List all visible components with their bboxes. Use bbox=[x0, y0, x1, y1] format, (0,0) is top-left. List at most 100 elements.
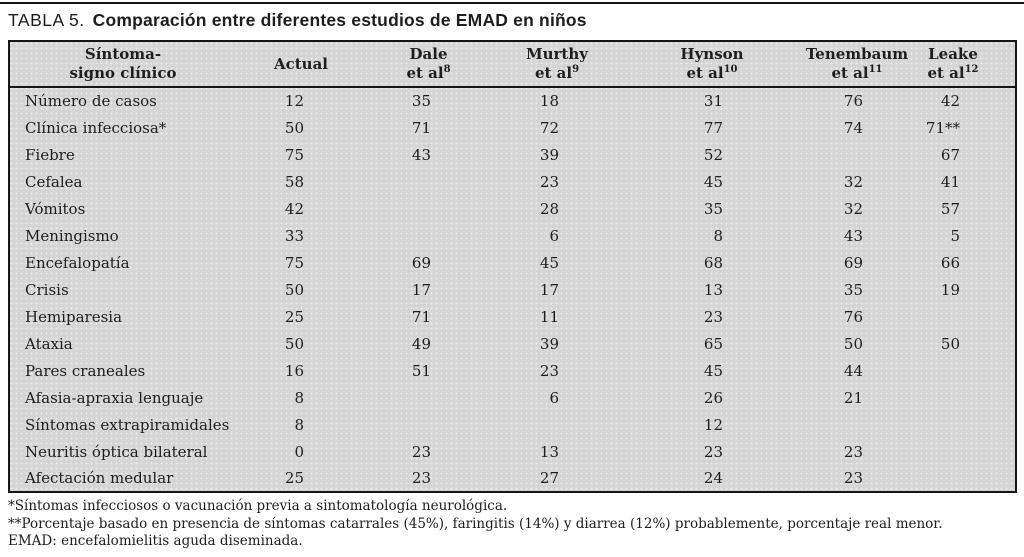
cell-value: 23 bbox=[843, 442, 863, 461]
table-row: Hemiparesia 25 71 11 23 76 bbox=[9, 303, 1016, 330]
cell-value: 42 bbox=[284, 199, 304, 218]
cell-value: 76 bbox=[843, 307, 863, 326]
cell-value: 26 bbox=[703, 388, 723, 407]
cell-value bbox=[491, 411, 623, 438]
cell-value bbox=[801, 411, 913, 438]
cell-value bbox=[366, 411, 491, 438]
cell-value bbox=[913, 465, 1016, 492]
table-row: Neuritis óptica bilateral 0 23 13 23 23 bbox=[9, 438, 1016, 465]
cell-value: 31 bbox=[703, 92, 723, 110]
cell-value bbox=[913, 384, 1016, 411]
cell-value: 77 bbox=[703, 118, 723, 137]
cell-value: 19 bbox=[940, 280, 960, 299]
cell-value: 27 bbox=[539, 469, 559, 487]
cell-value: 67 bbox=[940, 145, 960, 164]
cell-value: 39 bbox=[539, 334, 559, 353]
column-header-actual: Actual bbox=[236, 41, 366, 88]
cell-value: 75 bbox=[284, 145, 304, 164]
cell-value: 43 bbox=[411, 145, 431, 164]
cell-value bbox=[366, 195, 491, 222]
cell-value: 24 bbox=[703, 469, 723, 487]
table-row: Encefalopatía 75 69 45 68 69 66 bbox=[9, 249, 1016, 276]
cell-value: 69 bbox=[411, 253, 431, 272]
table-number-label: TABLA 5. bbox=[8, 10, 85, 30]
emad-comparison-table: Síntoma-signo clínico Actual Dale et al8 Mur… bbox=[8, 40, 1017, 493]
footnotes: *Síntomas infecciosos o vacunación previ… bbox=[8, 498, 1016, 551]
cell-value: 25 bbox=[284, 307, 304, 326]
cell-value: 69 bbox=[843, 253, 863, 272]
cell-value: 5 bbox=[950, 226, 960, 245]
row-label: Cefalea bbox=[25, 172, 83, 191]
cell-value: 39 bbox=[539, 145, 559, 164]
cell-value bbox=[366, 222, 491, 249]
row-label: Encefalopatía bbox=[25, 253, 130, 272]
cell-value: 42 bbox=[940, 92, 960, 110]
cell-value: 72 bbox=[539, 118, 559, 137]
cell-value: 49 bbox=[411, 334, 431, 353]
cell-value: 45 bbox=[703, 361, 723, 380]
cell-value: 32 bbox=[843, 172, 863, 191]
table-row: Clínica infecciosa* 50 71 72 77 74 71** bbox=[9, 114, 1016, 141]
cell-value bbox=[913, 357, 1016, 384]
cell-value: 44 bbox=[843, 361, 863, 380]
cell-value: 6 bbox=[549, 388, 559, 407]
table-row: Afectación medular 25 23 27 24 23 bbox=[9, 465, 1016, 492]
cell-value: 0 bbox=[294, 442, 304, 461]
cell-value: 65 bbox=[703, 334, 723, 353]
cell-value: 21 bbox=[843, 388, 863, 407]
footnote-double-asterisk: **Porcentaje basado en presencia de sínt… bbox=[8, 515, 943, 532]
cell-value: 32 bbox=[843, 199, 863, 218]
footnote-asterisk: *Síntomas infecciosos o vacunación previ… bbox=[8, 498, 508, 514]
cell-value: 68 bbox=[703, 253, 723, 272]
row-label: Vómitos bbox=[25, 199, 86, 218]
table-row: Fiebre 75 43 39 52 67 bbox=[9, 141, 1016, 168]
cell-value: 12 bbox=[284, 92, 304, 110]
cell-value: 23 bbox=[539, 361, 559, 380]
cell-value: 76 bbox=[843, 92, 863, 110]
cell-value: 23 bbox=[411, 469, 431, 487]
top-rule bbox=[0, 2, 1024, 4]
cell-value: 17 bbox=[411, 280, 431, 299]
table-row: Vómitos 42 28 35 32 57 bbox=[9, 195, 1016, 222]
cell-value: 11 bbox=[539, 307, 559, 326]
table-row: Meningismo 33 6 8 43 5 bbox=[9, 222, 1016, 249]
row-label: Afectación medular bbox=[25, 469, 174, 487]
cell-value: 16 bbox=[284, 361, 304, 380]
cell-value: 66 bbox=[940, 253, 960, 272]
row-label: Número de casos bbox=[25, 92, 157, 110]
cell-value: 8 bbox=[294, 388, 304, 407]
cell-value: 23 bbox=[843, 469, 863, 487]
cell-value bbox=[913, 303, 1016, 330]
cell-value: 25 bbox=[284, 469, 304, 487]
cell-value: 35 bbox=[411, 92, 431, 110]
footnote-emad-definition: EMAD: encefalomielitis aguda diseminada. bbox=[8, 533, 303, 549]
table-row: Síntomas extrapiramidales 8 12 bbox=[9, 411, 1016, 438]
cell-value: 6 bbox=[549, 226, 559, 245]
table-caption: Comparación entre diferentes estudios de… bbox=[92, 10, 587, 30]
cell-value bbox=[801, 141, 913, 168]
cell-value: 75 bbox=[284, 253, 304, 272]
cell-value: 18 bbox=[539, 92, 559, 110]
row-label: Fiebre bbox=[25, 145, 75, 164]
cell-value: 50 bbox=[843, 334, 863, 353]
table-header: Síntoma-signo clínico Actual Dale et al8 Mur… bbox=[9, 41, 1016, 88]
cell-value: 71 bbox=[411, 118, 431, 137]
cell-value bbox=[366, 168, 491, 195]
cell-value: 28 bbox=[539, 199, 559, 218]
row-label: Neuritis óptica bilateral bbox=[25, 442, 208, 461]
cell-value: 50 bbox=[284, 334, 304, 353]
table-row: Pares craneales 16 51 23 45 44 bbox=[9, 357, 1016, 384]
cell-value: 50 bbox=[284, 118, 304, 137]
cell-value: 8 bbox=[713, 226, 723, 245]
cell-value: 45 bbox=[539, 253, 559, 272]
column-header-s-ntoma: Síntoma-signo clínico bbox=[9, 41, 236, 88]
cell-value: 74 bbox=[843, 118, 863, 137]
table-body: Número de casos 12 35 18 31 76 42 Clínica infec… bbox=[9, 87, 1016, 492]
cell-value: 43 bbox=[843, 226, 863, 245]
cell-value: 8 bbox=[294, 415, 304, 434]
table-row: Número de casos 12 35 18 31 76 42 bbox=[9, 87, 1016, 114]
cell-value: 23 bbox=[703, 442, 723, 461]
column-header-tenembaum: Tenembaum et al11 bbox=[801, 41, 913, 88]
row-label: Pares craneales bbox=[25, 361, 146, 380]
table-row: Crisis 50 17 17 13 35 19 bbox=[9, 276, 1016, 303]
